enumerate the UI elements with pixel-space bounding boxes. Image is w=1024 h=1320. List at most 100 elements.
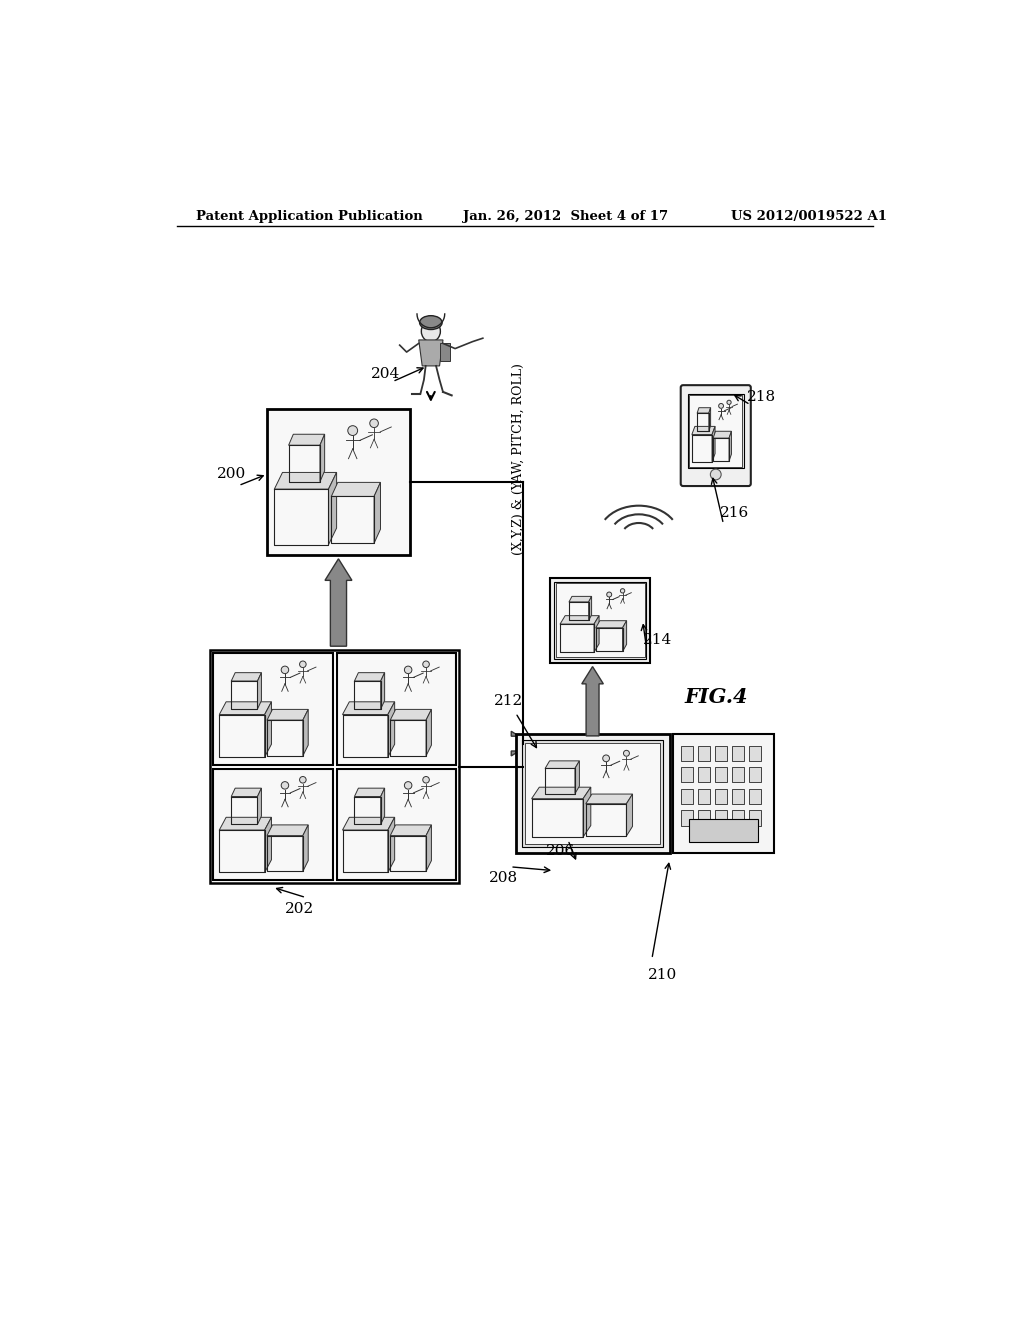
Bar — [267, 409, 410, 554]
Bar — [681, 810, 693, 825]
Bar — [698, 767, 711, 783]
Circle shape — [719, 404, 724, 408]
Polygon shape — [332, 482, 381, 496]
Text: FIG.4: FIG.4 — [685, 688, 749, 708]
Circle shape — [711, 469, 721, 480]
Polygon shape — [589, 597, 592, 620]
Circle shape — [423, 776, 429, 783]
Text: Patent Application Publication: Patent Application Publication — [196, 210, 423, 223]
Text: US 2012/0019522 A1: US 2012/0019522 A1 — [731, 210, 887, 223]
Bar — [681, 767, 693, 783]
Circle shape — [423, 661, 429, 668]
Polygon shape — [257, 673, 261, 709]
Polygon shape — [303, 709, 308, 756]
Bar — [213, 768, 333, 880]
Bar — [749, 767, 761, 783]
Bar — [556, 583, 645, 657]
Polygon shape — [545, 760, 580, 768]
Bar — [515, 734, 670, 853]
Polygon shape — [289, 434, 325, 445]
Text: 218: 218 — [746, 391, 776, 404]
Polygon shape — [511, 731, 531, 756]
Polygon shape — [419, 341, 443, 366]
Polygon shape — [388, 702, 394, 756]
Circle shape — [370, 418, 379, 428]
Polygon shape — [692, 426, 715, 434]
Polygon shape — [231, 673, 261, 681]
Text: 216: 216 — [720, 506, 749, 520]
Text: 204: 204 — [371, 367, 400, 381]
Polygon shape — [586, 795, 633, 804]
Text: 208: 208 — [488, 871, 518, 886]
Bar — [554, 582, 646, 659]
Polygon shape — [267, 709, 308, 721]
Polygon shape — [709, 408, 711, 430]
Bar — [698, 746, 711, 760]
Bar — [681, 746, 693, 760]
Polygon shape — [426, 825, 431, 871]
Bar — [698, 788, 711, 804]
Circle shape — [603, 755, 609, 762]
Polygon shape — [219, 817, 271, 830]
Polygon shape — [264, 702, 271, 756]
FancyBboxPatch shape — [681, 385, 751, 486]
Text: 200: 200 — [217, 467, 246, 480]
Bar — [715, 746, 727, 760]
Circle shape — [282, 667, 289, 673]
Bar — [210, 649, 459, 883]
Bar — [550, 578, 650, 663]
Polygon shape — [596, 620, 627, 628]
Bar — [715, 810, 727, 825]
Text: 206: 206 — [547, 845, 575, 858]
Polygon shape — [388, 817, 394, 873]
Polygon shape — [319, 434, 325, 482]
Bar — [698, 810, 711, 825]
Bar — [674, 734, 773, 853]
Circle shape — [404, 667, 412, 673]
Polygon shape — [325, 558, 352, 647]
Polygon shape — [426, 709, 431, 756]
Polygon shape — [697, 408, 711, 413]
Bar — [337, 653, 456, 764]
Polygon shape — [303, 825, 308, 871]
Polygon shape — [627, 795, 633, 836]
Bar — [749, 746, 761, 760]
Bar — [732, 746, 744, 760]
Circle shape — [606, 593, 611, 597]
Polygon shape — [574, 760, 580, 793]
Polygon shape — [329, 473, 337, 545]
Bar — [689, 395, 742, 467]
Polygon shape — [712, 426, 715, 462]
Bar — [213, 768, 333, 880]
Polygon shape — [583, 787, 591, 837]
Polygon shape — [560, 615, 599, 624]
Circle shape — [624, 750, 630, 756]
Bar — [521, 741, 664, 847]
Circle shape — [300, 661, 306, 668]
Text: (X,Y,Z) & (YAW, PITCH, ROLL): (X,Y,Z) & (YAW, PITCH, ROLL) — [511, 363, 524, 554]
Bar — [715, 767, 727, 783]
Polygon shape — [257, 788, 261, 825]
Bar — [556, 583, 645, 657]
Polygon shape — [374, 482, 381, 544]
Polygon shape — [582, 667, 603, 737]
Polygon shape — [594, 615, 599, 652]
Polygon shape — [713, 432, 731, 438]
Ellipse shape — [421, 321, 440, 342]
Circle shape — [282, 781, 289, 789]
Polygon shape — [531, 787, 591, 799]
Polygon shape — [267, 825, 308, 836]
Text: 202: 202 — [285, 902, 313, 916]
Bar — [689, 395, 742, 467]
Text: 212: 212 — [494, 694, 523, 709]
Bar — [681, 788, 693, 804]
Ellipse shape — [420, 315, 442, 330]
Bar — [749, 810, 761, 825]
Polygon shape — [342, 702, 394, 714]
Polygon shape — [354, 673, 385, 681]
Polygon shape — [274, 473, 337, 490]
Bar — [524, 743, 660, 843]
Polygon shape — [381, 788, 385, 825]
Bar — [749, 788, 761, 804]
Bar — [337, 768, 456, 880]
